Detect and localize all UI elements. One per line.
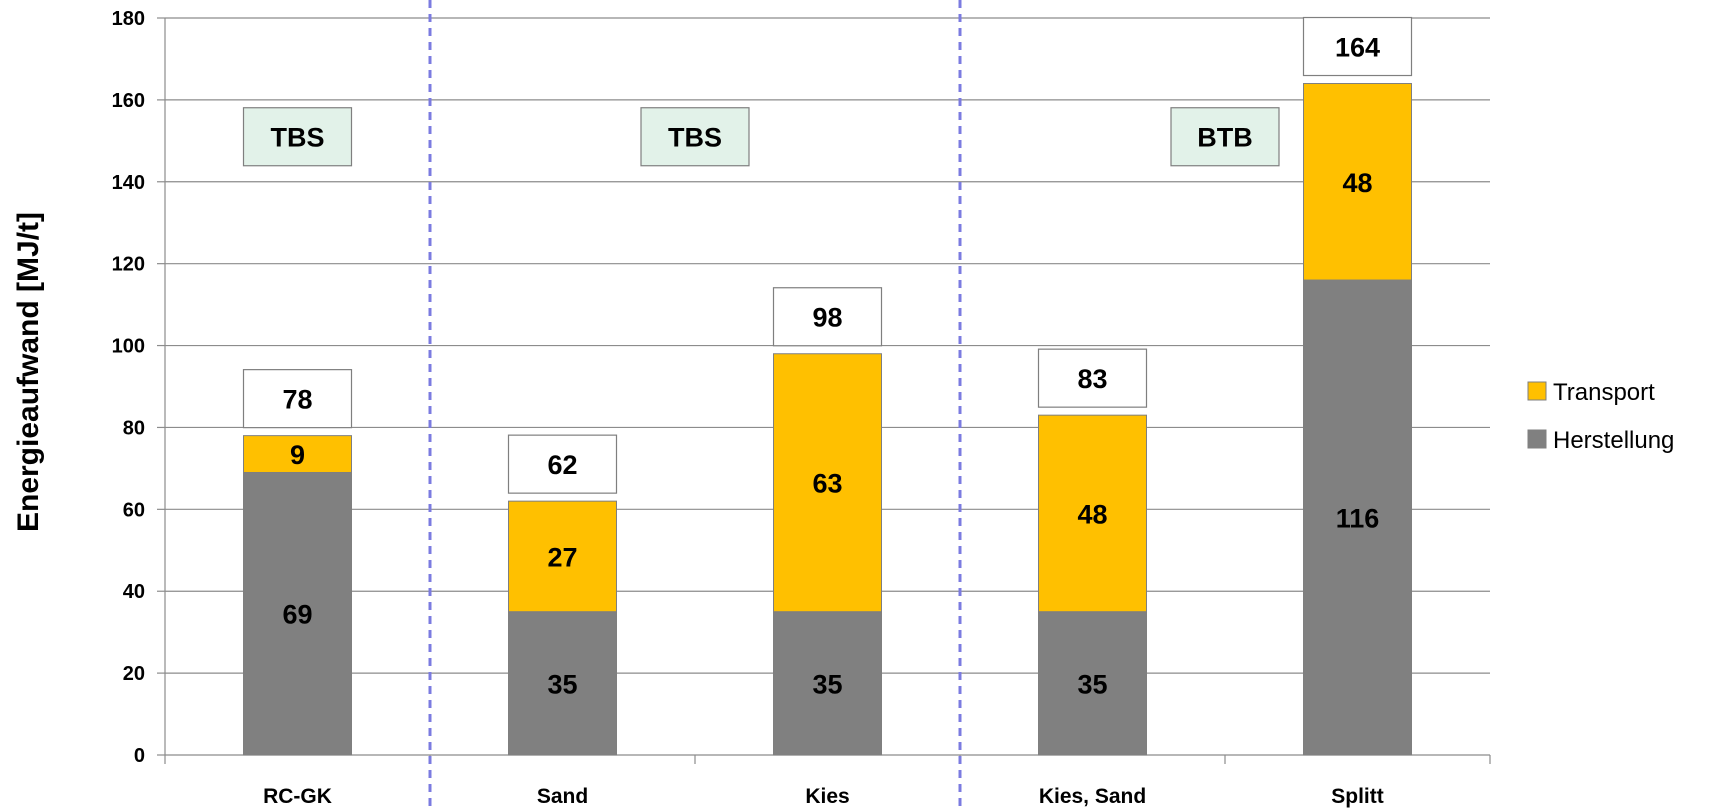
y-tick-label: 40	[123, 581, 145, 603]
group-label: TBS	[271, 123, 325, 153]
segment-value-label: 27	[547, 542, 577, 572]
bar-segment-transport	[1303, 83, 1412, 281]
legend-swatch-herstellung	[1527, 429, 1547, 449]
segment-value-label: 116	[1336, 504, 1380, 534]
bar-segment-transport	[1038, 414, 1147, 613]
bar-segment-herstellung	[773, 611, 882, 756]
x-category-label: RC-GK	[263, 785, 332, 808]
group-label-box	[1170, 107, 1280, 167]
y-tick-label: 140	[112, 172, 145, 194]
bar-segment-transport	[508, 500, 617, 613]
group-label: TBS	[668, 123, 722, 153]
y-tick-label: 0	[134, 745, 145, 767]
total-value-label: 164	[1335, 33, 1380, 63]
y-tick-label: 100	[112, 336, 145, 358]
bar-segment-herstellung	[1303, 279, 1412, 756]
legend-label: Transport	[1553, 379, 1655, 406]
group-label: BTB	[1197, 123, 1253, 153]
segment-value-label: 9	[290, 440, 305, 470]
segment-value-label: 35	[1077, 669, 1107, 699]
group-label-box	[242, 107, 353, 167]
y-tick-label: 180	[112, 8, 145, 30]
segment-value-label: 69	[282, 600, 312, 630]
y-tick-label: 120	[112, 254, 145, 276]
bar-segment-herstellung	[1038, 611, 1147, 756]
x-category-label: Kies	[805, 785, 849, 808]
segment-value-label: 35	[812, 669, 842, 699]
total-value-label: 83	[1077, 364, 1107, 394]
bar-segment-transport	[773, 353, 882, 613]
y-tick-label: 80	[123, 417, 145, 439]
total-value-label: 98	[812, 303, 842, 333]
segment-value-label: 48	[1342, 168, 1372, 198]
total-value-label: 62	[547, 450, 577, 480]
y-tick-label: 20	[123, 663, 145, 685]
bar-segment-transport	[243, 435, 352, 473]
segment-value-label: 48	[1077, 499, 1107, 529]
group-label-box	[640, 107, 750, 167]
legend-label: Herstellung	[1553, 427, 1674, 454]
legend: Transport Herstellung	[1527, 379, 1674, 454]
x-category-label: Kies, Sand	[1039, 785, 1146, 808]
total-value-label: 78	[282, 385, 312, 415]
total-box	[507, 434, 618, 494]
segment-value-label: 63	[812, 469, 842, 499]
total-box	[1302, 16, 1413, 77]
bars	[243, 83, 1412, 756]
x-category-label: Sand	[537, 785, 588, 808]
bar-segment-herstellung	[508, 611, 617, 756]
y-axis-title: Energieaufwand [MJ/t]	[12, 212, 45, 532]
group-annotations: TBS TBS BTB	[242, 0, 1280, 809]
y-tick-label: 60	[123, 499, 145, 521]
axes: 0 20 40 60 80 100 120 140 160 180 RC-GK Sand Kies Kie…	[112, 8, 1491, 808]
total-box	[1037, 348, 1148, 408]
bar-segment-herstellung	[243, 471, 352, 756]
y-tick-label: 160	[112, 90, 145, 112]
total-box	[242, 369, 353, 429]
x-category-label: Splitt	[1331, 785, 1384, 808]
total-box	[772, 287, 883, 347]
data-labels: 69 35 35 35 116 9 27 63 48 48 78 62 98 83 164	[242, 16, 1413, 699]
segment-value-label: 35	[547, 669, 577, 699]
legend-swatch-transport	[1527, 381, 1547, 401]
